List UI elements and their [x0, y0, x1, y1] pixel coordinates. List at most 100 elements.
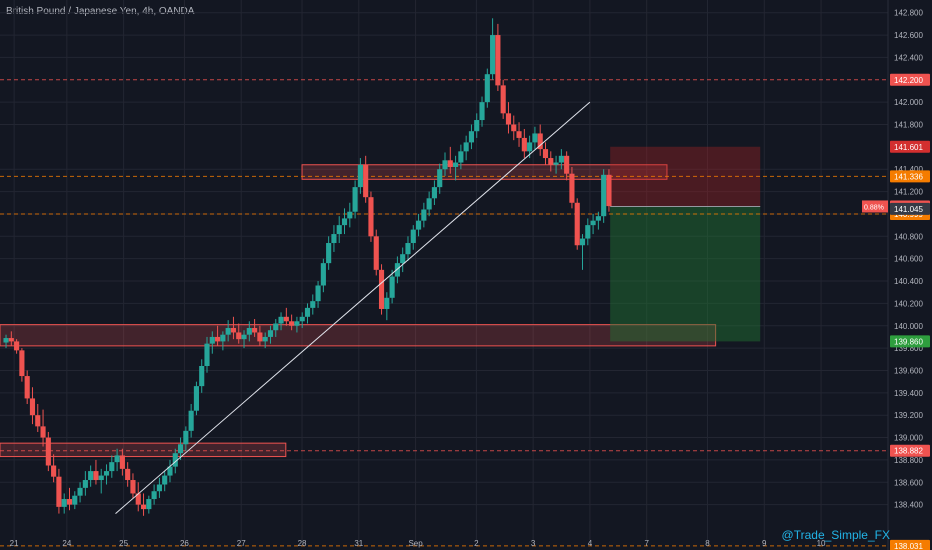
candle-body	[103, 471, 110, 476]
pct-badge	[862, 200, 888, 213]
candle-body	[558, 155, 564, 163]
candle-body	[204, 343, 210, 366]
price-tick-label: 140.200	[894, 299, 923, 308]
price-badge-label: 138.031	[894, 542, 923, 550]
price-tick-label: 142.400	[894, 53, 923, 62]
price-tick-label: 139.200	[894, 411, 923, 420]
price-tick-label: 139.600	[894, 366, 923, 375]
time-tick-label: 3	[531, 539, 536, 548]
candle-body	[453, 162, 459, 167]
price-badge	[890, 170, 930, 183]
price-tick-label: 140.800	[894, 232, 923, 241]
price-tick-label: 138.800	[894, 456, 923, 465]
candle-body	[320, 263, 326, 286]
candle-body	[542, 149, 549, 159]
candle-body	[553, 162, 559, 165]
candle-body	[347, 211, 353, 219]
price-badge	[890, 539, 930, 550]
price-badge-label: 138.882	[894, 447, 923, 456]
price-tick-label: 142.800	[894, 9, 923, 18]
time-tick-label: 4	[588, 539, 593, 548]
candle-body	[299, 316, 305, 322]
candle-body	[490, 35, 496, 75]
candle-body	[373, 236, 379, 270]
time-tick-label: 7	[644, 539, 649, 548]
price-tick-label: 139.000	[894, 434, 923, 443]
candle-body	[442, 160, 448, 170]
zone	[0, 442, 287, 458]
candle-body	[257, 332, 263, 342]
candle-body	[109, 462, 115, 472]
candle-body	[479, 102, 485, 121]
price-axis-bg	[888, 0, 932, 550]
candle-body	[72, 495, 78, 505]
candle-body	[437, 169, 443, 188]
candle-body	[140, 504, 147, 510]
candles	[3, 18, 612, 516]
price-tick-label: 139.400	[894, 389, 923, 398]
candle-body	[177, 444, 184, 454]
candle-body	[511, 124, 517, 132]
price-badge-label: 141.045	[894, 205, 923, 214]
candle-body	[66, 499, 73, 505]
candle-body	[82, 480, 88, 488]
candle-body	[606, 174, 612, 207]
candle-body	[331, 234, 337, 244]
candle-body	[495, 35, 501, 86]
horizontal-price-lines	[0, 79, 888, 547]
candle-body	[209, 336, 215, 344]
candle-body	[114, 455, 120, 463]
candle-body	[601, 174, 607, 217]
time-tick-label: 27	[237, 539, 246, 548]
price-badge	[890, 73, 930, 86]
time-tick-label: 9	[762, 539, 767, 548]
zone	[301, 164, 668, 180]
candle-body	[241, 334, 247, 340]
candle-body	[183, 430, 189, 445]
price-badge-label: 141.601	[894, 143, 923, 152]
candle-body	[188, 410, 194, 431]
candle-body	[516, 131, 522, 138]
time-tick-label: 21	[10, 539, 19, 548]
candle-body	[77, 487, 83, 496]
candle-body	[252, 327, 258, 333]
time-tick-label: 24	[62, 539, 71, 548]
candle-body	[61, 499, 67, 507]
candle-body	[537, 133, 543, 150]
candle-body	[527, 142, 533, 152]
candle-body	[326, 243, 332, 264]
price-tick-label: 139.800	[894, 344, 923, 353]
candle-body	[98, 475, 104, 481]
candle-body	[336, 225, 342, 235]
price-tick-label: 140.400	[894, 277, 923, 286]
price-axis: 138.400 138.600 138.800 139.000 139.200 139.4…	[862, 0, 932, 550]
candle-body	[162, 475, 168, 485]
candle-body	[236, 332, 242, 340]
price-tick-label: 140.000	[894, 322, 923, 331]
candle-body	[352, 187, 358, 212]
candle-body	[304, 307, 311, 317]
candle-body	[225, 327, 231, 335]
price-tick-label: 138.400	[894, 501, 923, 510]
candle-body	[230, 327, 237, 333]
candle-body	[14, 341, 20, 351]
price-badge	[890, 140, 930, 153]
price-tick-label: 141.200	[894, 188, 923, 197]
candle-body	[394, 263, 400, 277]
candle-body	[56, 476, 62, 507]
candle-body	[368, 197, 374, 237]
candle-body	[405, 243, 411, 255]
candle-body	[283, 316, 289, 322]
candle-body	[289, 321, 295, 326]
time-tick-label: 26	[180, 539, 189, 548]
candle-body	[193, 386, 199, 411]
candle-body	[400, 254, 406, 264]
candle-body	[215, 336, 221, 342]
candle-body	[8, 338, 14, 342]
candle-body	[29, 398, 36, 416]
candle-body	[426, 198, 432, 210]
price-badge	[890, 335, 930, 348]
price-tick-label: 140.600	[894, 255, 923, 264]
candle-body	[45, 437, 51, 466]
